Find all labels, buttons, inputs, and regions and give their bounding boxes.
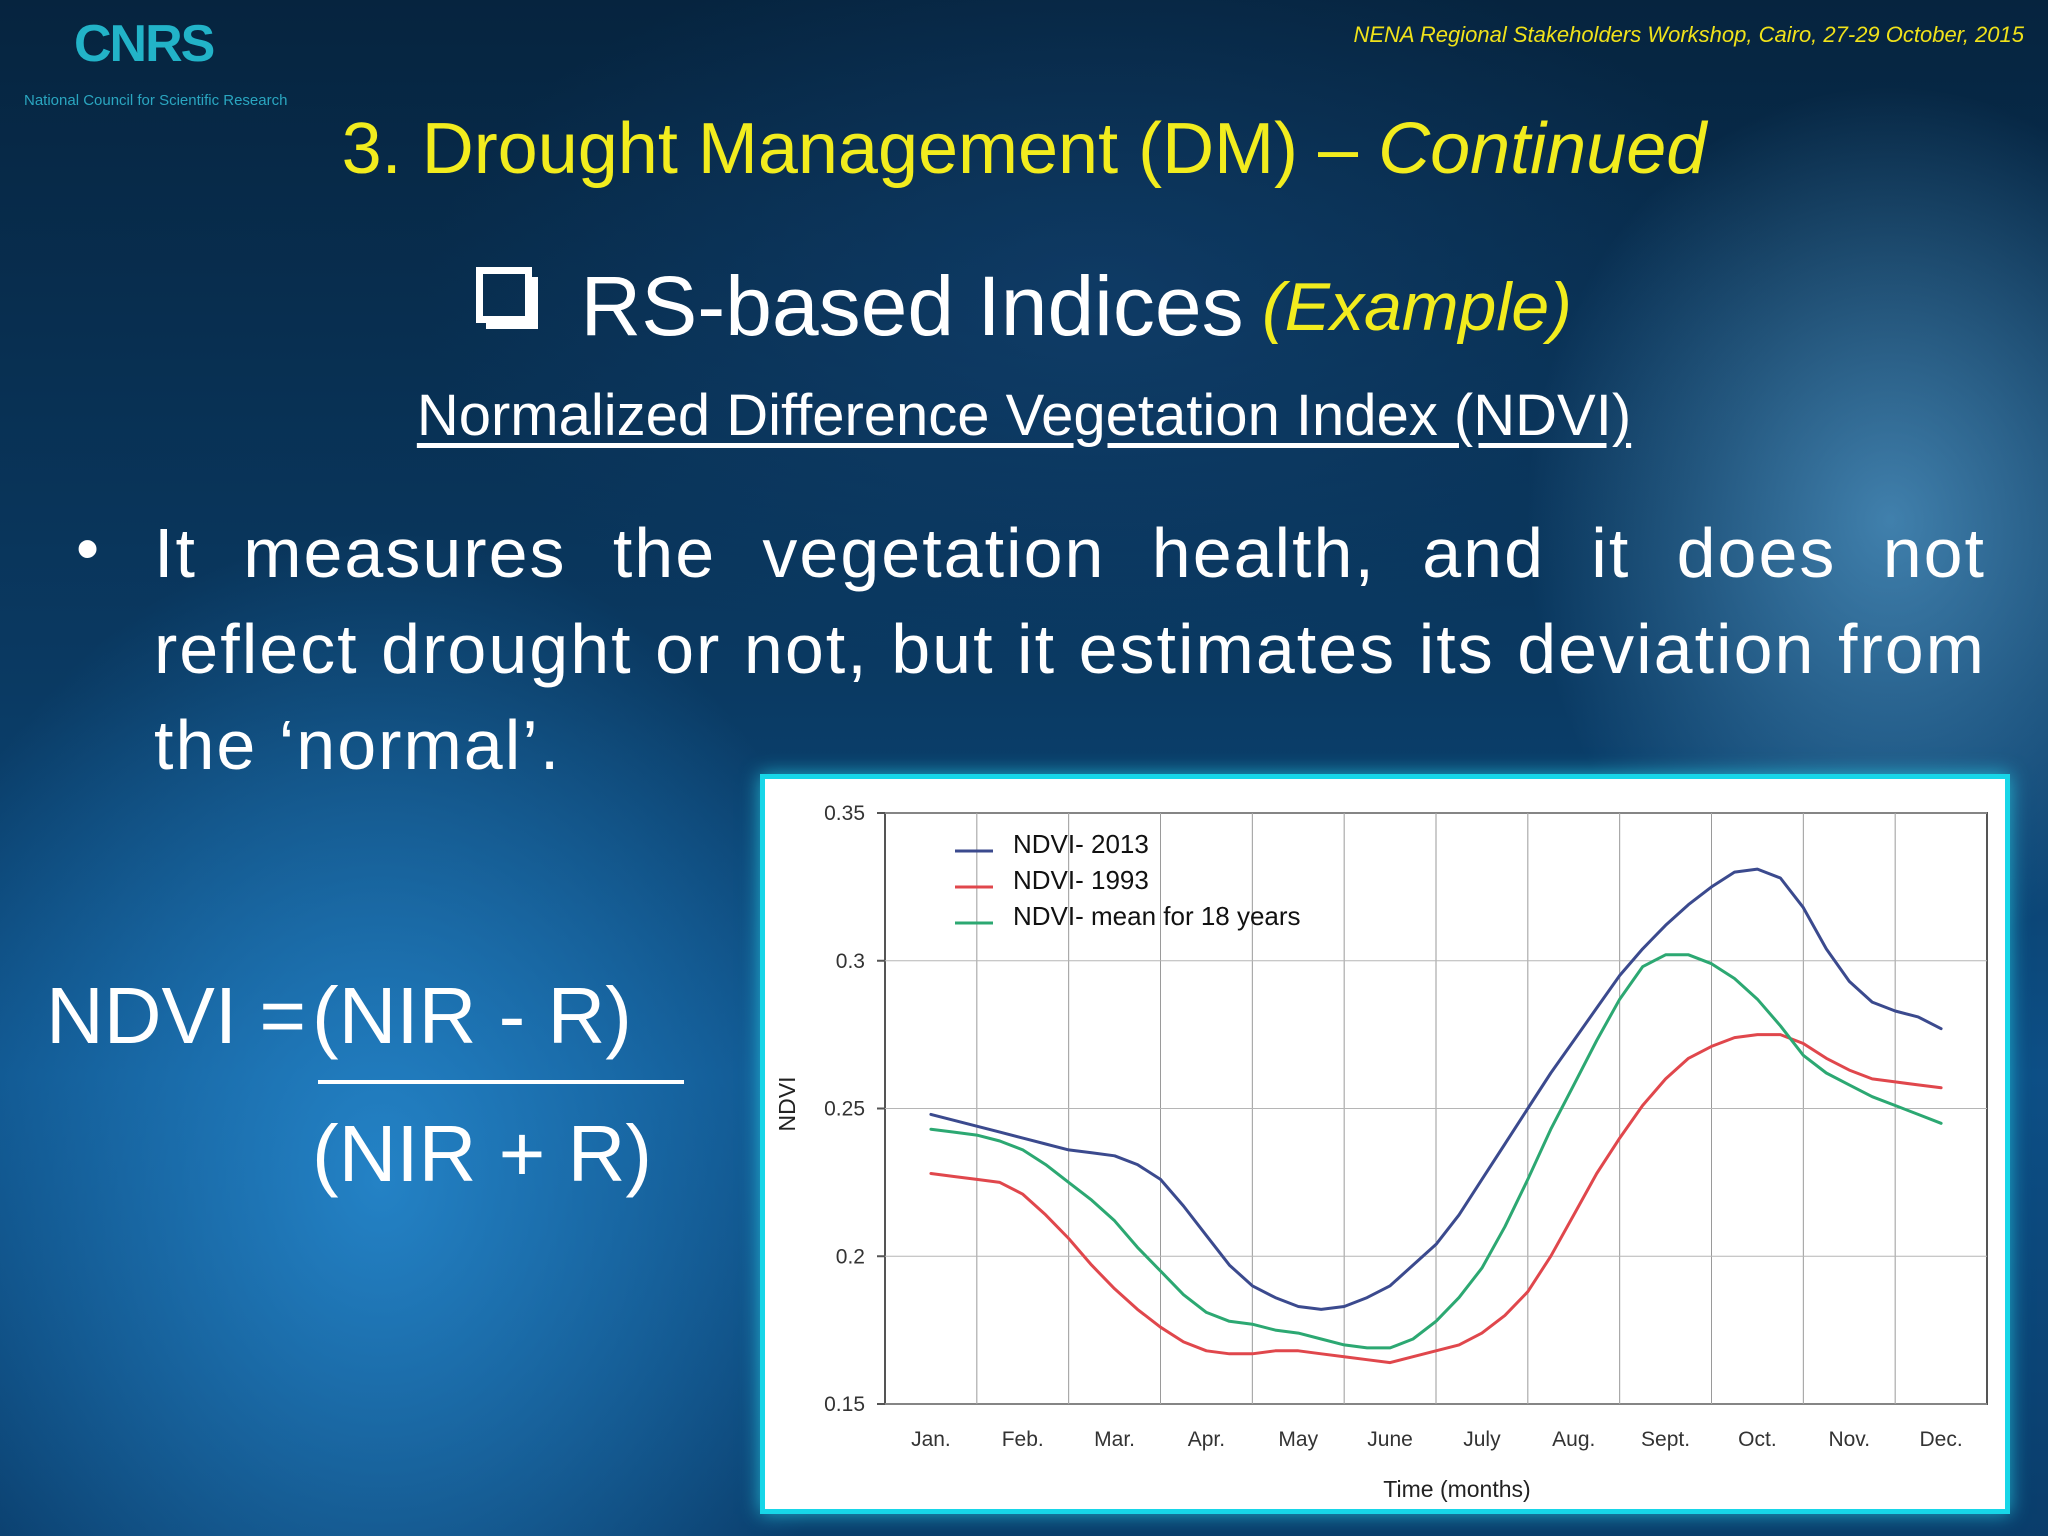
subtitle-main: RS-based Indices — [580, 259, 1244, 353]
bullet-text: It measures the vegetation health, and i… — [154, 514, 1986, 784]
x-tick-label: July — [1463, 1428, 1501, 1451]
series-line-1 — [929, 867, 1943, 1311]
formula-lhs: NDVI = — [46, 971, 307, 1060]
cnrs-logo: CNRS National Council for Scientific Res… — [24, 14, 287, 114]
series-line-2 — [929, 1033, 1943, 1365]
section-heading: Normalized Difference Vegetation Index (… — [416, 383, 1632, 448]
y-axis-label: NDVI — [774, 1077, 800, 1132]
y-tick-label: 0.2 — [836, 1245, 865, 1268]
slide-subtitle: RS-based Indices (Example) — [0, 258, 2048, 355]
checkbox-bullet-icon — [476, 266, 533, 323]
formula-denominator: (NIR + R) — [312, 1109, 652, 1198]
legend-label: NDVI- mean for 18 years — [1013, 901, 1301, 931]
logo-mark: CNRS — [74, 15, 215, 73]
slide-title-italic: Continued — [1378, 109, 1707, 189]
workshop-caption: NENA Regional Stakeholders Workshop, Cai… — [1353, 22, 2024, 47]
x-tick-label: Nov. — [1828, 1428, 1870, 1451]
x-tick-label: Sept. — [1641, 1428, 1690, 1451]
x-tick-label: Dec. — [1919, 1428, 1962, 1451]
x-axis-label: Time (months) — [1383, 1476, 1530, 1502]
y-tick-label: 0.15 — [824, 1393, 865, 1416]
ndvi-chart-frame: NDVI Time (months) 0.15 0.2 0.25 0.3 0.35 Jan… — [760, 774, 2010, 1514]
ndvi-line-chart: NDVI Time (months) 0.15 0.2 0.25 0.3 0.35 Jan… — [774, 802, 1988, 1502]
legend-label: NDVI- 1993 — [1013, 865, 1149, 895]
x-tick-label: May — [1278, 1428, 1318, 1451]
y-tick-label: 0.25 — [824, 1098, 865, 1121]
x-tick-label: Jan. — [911, 1428, 951, 1451]
y-tick-label: 0.3 — [836, 950, 865, 973]
x-tick-label: Aug. — [1552, 1428, 1595, 1451]
bullet-icon: • — [76, 511, 100, 585]
x-tick-label: Apr. — [1188, 1428, 1225, 1451]
formula-numerator: (NIR - R) — [312, 971, 632, 1060]
legend-label: NDVI- 2013 — [1013, 829, 1149, 859]
x-tick-label: Feb. — [1002, 1428, 1044, 1451]
series-line-3 — [929, 953, 1943, 1350]
slide-title: 3. Drought Management (DM) – Continued — [0, 108, 2048, 190]
logo-subtitle: National Council for Scientific Research — [24, 92, 288, 109]
subtitle-example: (Example) — [1262, 268, 1572, 345]
y-tick-label: 0.35 — [824, 802, 865, 825]
x-tick-label: Mar. — [1094, 1428, 1135, 1451]
x-tick-label: June — [1367, 1428, 1413, 1451]
x-tick-label: Oct. — [1738, 1428, 1777, 1451]
slide-title-main: 3. Drought Management (DM) – — [341, 109, 1379, 189]
formula-fraction-bar — [318, 1080, 684, 1084]
